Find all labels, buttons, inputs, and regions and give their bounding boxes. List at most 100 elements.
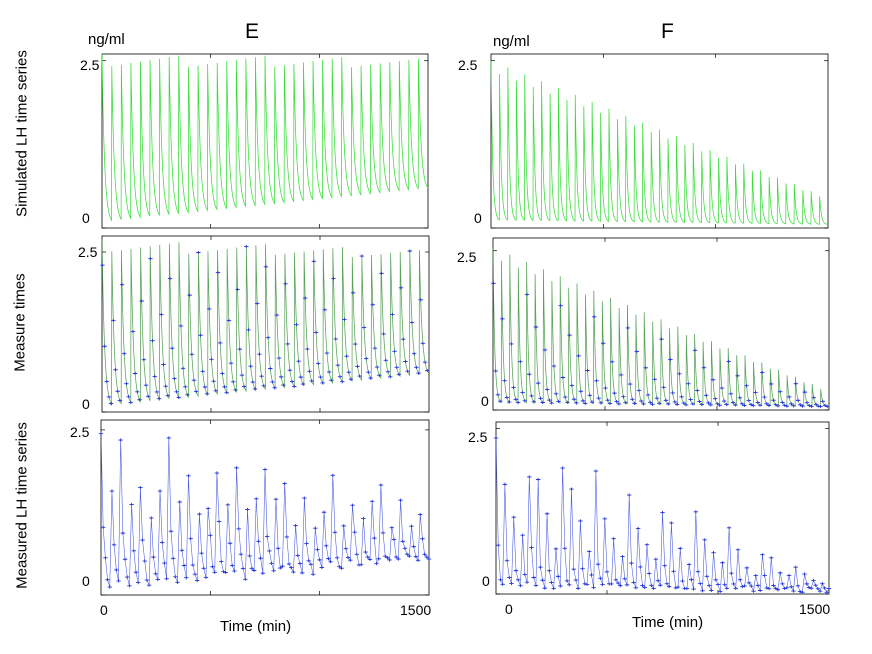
measured-point bbox=[593, 469, 599, 473]
measured-point bbox=[131, 549, 136, 553]
measured-point bbox=[116, 579, 121, 583]
sample-marker bbox=[161, 362, 166, 367]
measured-point bbox=[238, 552, 244, 556]
sample-marker bbox=[189, 352, 195, 356]
sample-marker bbox=[571, 397, 577, 401]
panel-letter-f: F bbox=[661, 20, 674, 43]
panel-letter-e: E bbox=[245, 20, 260, 43]
sample-marker bbox=[176, 395, 181, 400]
measured-point bbox=[820, 582, 825, 586]
sample-marker bbox=[497, 399, 503, 403]
measured-point bbox=[496, 543, 501, 547]
sample-marker bbox=[686, 382, 691, 386]
sample-marker bbox=[589, 400, 595, 404]
sample-marker bbox=[169, 346, 175, 350]
measured-point bbox=[280, 564, 285, 568]
measured-point bbox=[297, 561, 303, 566]
measured-point bbox=[644, 543, 650, 547]
measured-point bbox=[669, 521, 674, 525]
sample-marker bbox=[598, 401, 604, 405]
sample-marker bbox=[178, 324, 184, 328]
sample-marker bbox=[148, 257, 153, 261]
measured-series-line bbox=[495, 437, 830, 593]
sample-marker bbox=[416, 371, 421, 375]
measured-point bbox=[595, 562, 601, 566]
measured-point bbox=[256, 539, 261, 543]
measured-point bbox=[775, 588, 781, 592]
sample-marker bbox=[730, 401, 736, 405]
measured-point bbox=[811, 578, 816, 583]
sample-marker bbox=[612, 391, 617, 395]
sample-marker bbox=[717, 403, 722, 407]
measured-point bbox=[809, 586, 814, 590]
sample-marker bbox=[639, 399, 644, 403]
sample-marker bbox=[326, 370, 332, 374]
sample-marker bbox=[239, 373, 245, 377]
measured-point bbox=[365, 555, 370, 559]
measured-point bbox=[711, 551, 716, 555]
measured-point bbox=[720, 561, 725, 565]
sample-marker bbox=[719, 386, 725, 390]
sample-marker bbox=[524, 292, 530, 297]
measured-point bbox=[262, 467, 268, 472]
row-label-measure-times: Measure times bbox=[11, 273, 29, 372]
measured-point bbox=[389, 526, 395, 530]
sample-marker bbox=[152, 374, 157, 379]
measured-point bbox=[533, 583, 539, 588]
measured-point bbox=[332, 530, 338, 534]
measured-point bbox=[420, 537, 425, 541]
sample-marker bbox=[193, 389, 199, 393]
sample-marker bbox=[237, 347, 242, 351]
sample-marker bbox=[607, 401, 613, 406]
measured-point bbox=[225, 503, 231, 507]
measured-point bbox=[766, 587, 772, 591]
measured-point bbox=[700, 589, 705, 593]
measured-point bbox=[509, 581, 514, 586]
sample-marker bbox=[513, 397, 519, 401]
sample-marker bbox=[553, 392, 559, 396]
measured-point bbox=[138, 485, 143, 490]
measured-point bbox=[380, 531, 386, 535]
sample-marker bbox=[335, 363, 341, 367]
sample-marker bbox=[798, 403, 803, 407]
sample-marker bbox=[150, 339, 155, 343]
measured-point bbox=[498, 578, 503, 582]
sample-marker bbox=[294, 323, 299, 327]
measured-point bbox=[709, 588, 714, 593]
measured-point bbox=[249, 566, 255, 570]
measured-point bbox=[560, 466, 565, 470]
measured-point bbox=[562, 546, 568, 550]
measured-point bbox=[223, 570, 228, 575]
ytick-e2-top: 2.5 bbox=[78, 244, 98, 260]
measured-point bbox=[655, 579, 661, 583]
sample-marker bbox=[668, 357, 673, 362]
sample-marker bbox=[739, 402, 745, 406]
sample-marker bbox=[726, 359, 731, 364]
sample-marker bbox=[265, 336, 271, 340]
measured-point bbox=[350, 503, 355, 507]
sample-marker bbox=[124, 382, 129, 386]
measured-point bbox=[164, 577, 169, 581]
sample-marker bbox=[634, 349, 640, 354]
measured-series-line bbox=[100, 433, 430, 588]
measured-point bbox=[98, 432, 104, 436]
measured-point bbox=[735, 548, 741, 552]
measured-point bbox=[713, 578, 718, 582]
sample-marker bbox=[560, 375, 566, 380]
measured-point bbox=[684, 586, 690, 591]
sample-marker bbox=[353, 342, 358, 346]
sample-marker bbox=[822, 403, 828, 407]
measured-point bbox=[600, 582, 605, 587]
chart-F-measured bbox=[493, 421, 832, 595]
measured-point bbox=[613, 578, 619, 582]
measured-point bbox=[278, 566, 283, 570]
measured-point bbox=[693, 510, 698, 514]
simulated-series-line bbox=[490, 60, 829, 225]
sample-marker bbox=[111, 318, 116, 322]
sample-marker bbox=[377, 373, 382, 377]
sample-marker bbox=[643, 366, 648, 370]
sample-marker bbox=[506, 400, 512, 404]
sample-marker bbox=[502, 379, 507, 383]
sample-marker bbox=[715, 402, 720, 406]
sample-marker bbox=[320, 381, 325, 385]
